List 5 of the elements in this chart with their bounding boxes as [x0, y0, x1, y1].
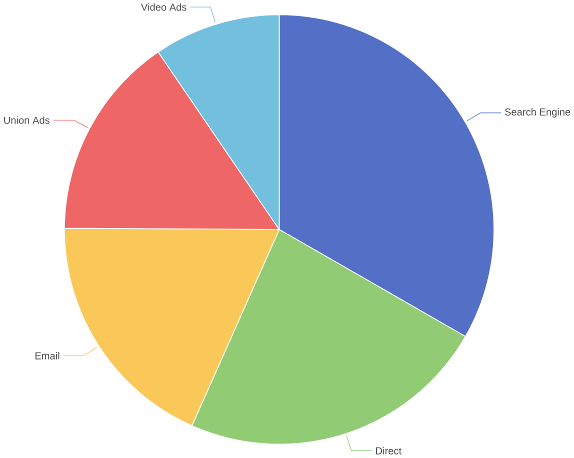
slice-label: Email [35, 352, 60, 360]
slice-label: Union Ads [4, 116, 50, 124]
slice-label: Direct [376, 447, 402, 455]
slice-label: Video Ads [141, 3, 186, 11]
slice-label: Search Engine [504, 108, 570, 118]
